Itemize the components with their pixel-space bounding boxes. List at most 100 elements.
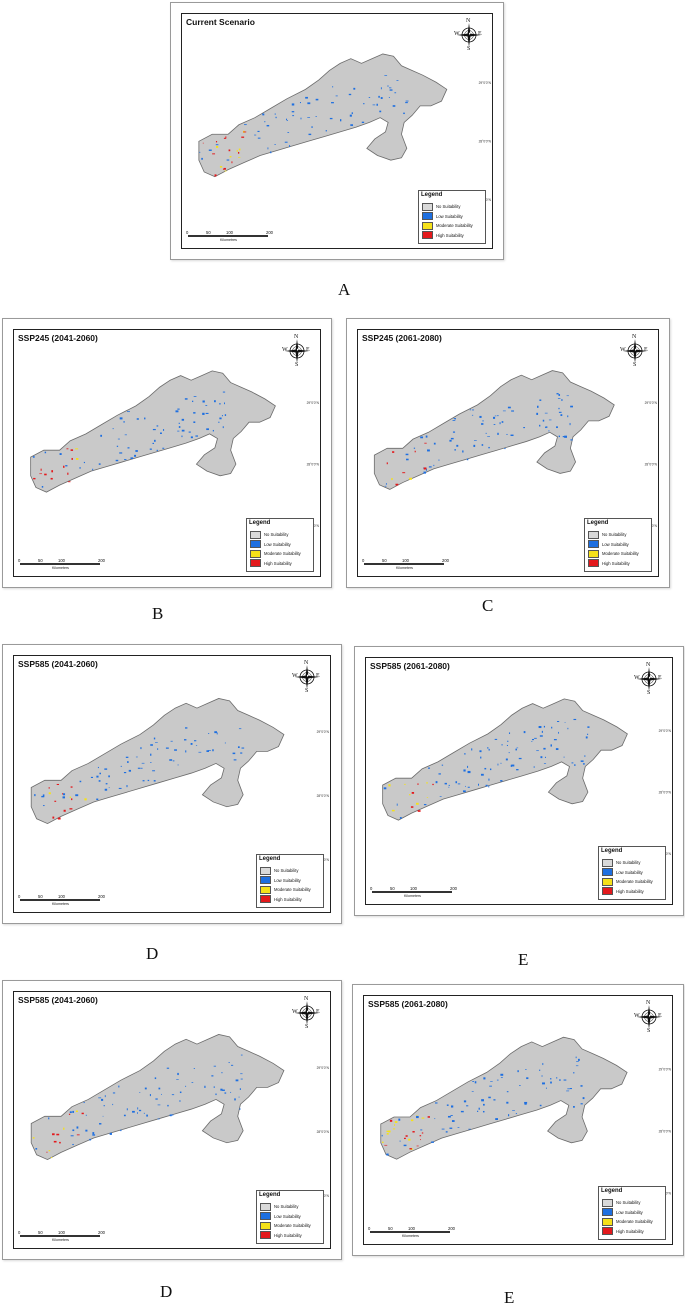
scale-tick: 50 xyxy=(382,558,387,563)
suitability-patch xyxy=(130,457,134,459)
legend-item: High Suitability xyxy=(602,887,644,895)
suitability-patch xyxy=(240,1054,243,1056)
state-boundary xyxy=(382,698,628,821)
suitability-patch xyxy=(466,458,469,461)
scale-unit: Kilometers xyxy=(52,566,69,570)
suitability-patch xyxy=(485,432,487,434)
suitability-patch xyxy=(274,113,276,115)
legend-item: High Suitability xyxy=(422,231,464,239)
suitability-patch xyxy=(171,1094,175,1096)
state-boundary xyxy=(380,1036,628,1160)
suitability-patch xyxy=(123,1114,126,1117)
map-frame: SSP245 (2061-2080) 92°0'0"E92°0'0"E93°0'… xyxy=(357,329,659,577)
suitability-patch xyxy=(570,405,573,408)
suitability-patch xyxy=(453,418,456,419)
suitability-patch xyxy=(484,767,487,770)
suitability-patch xyxy=(39,473,43,475)
suitability-patch xyxy=(380,87,382,90)
state-boundary xyxy=(373,370,615,490)
scale-line xyxy=(364,563,444,565)
scale-unit: Kilometers xyxy=(404,894,421,898)
suitability-patch xyxy=(573,718,577,721)
suitability-patch xyxy=(274,144,276,145)
suitability-patch xyxy=(452,431,456,433)
suitability-patch xyxy=(84,798,87,801)
legend: Legend No Suitability Low Suitability Mo… xyxy=(598,1186,666,1240)
suitability-patch xyxy=(136,418,139,420)
latitude-label: 28°0'0"N xyxy=(317,794,330,798)
panel-title: Current Scenario xyxy=(186,17,255,27)
suitability-patch xyxy=(388,784,391,787)
legend-label: Low Suitability xyxy=(274,877,301,883)
suitability-patch xyxy=(439,796,442,797)
suitability-patch xyxy=(404,783,406,785)
suitability-patch xyxy=(553,739,557,741)
suitability-patch xyxy=(427,767,430,769)
scale-tick: 100 xyxy=(226,230,233,235)
suitability-patch xyxy=(502,410,506,412)
suitability-patch xyxy=(385,483,387,485)
scale-line xyxy=(20,1235,100,1237)
suitability-patch xyxy=(156,425,159,427)
suitability-patch xyxy=(206,750,210,752)
suitability-patch xyxy=(284,141,288,143)
suitability-patch xyxy=(108,787,110,789)
suitability-patch xyxy=(237,746,240,749)
suitability-patch xyxy=(184,727,188,729)
suitability-patch xyxy=(488,446,490,449)
suitability-patch xyxy=(421,1117,425,1119)
suitability-patch xyxy=(506,1101,509,1104)
suitability-patch xyxy=(71,457,73,460)
state-outline-group xyxy=(373,370,615,490)
latitude-label: 29°0'0"N xyxy=(659,729,672,733)
suitability-patch xyxy=(386,1133,389,1135)
suitability-patch xyxy=(112,428,114,430)
suitability-patch xyxy=(488,748,490,751)
scale-tick: 200 xyxy=(98,558,105,563)
suitability-patch xyxy=(218,421,220,423)
compass-rose-icon xyxy=(295,665,319,689)
legend-item: No Suitability xyxy=(260,1202,298,1211)
compass-w: W xyxy=(620,347,626,353)
suitability-patch xyxy=(545,426,548,428)
suitability-patch xyxy=(450,437,454,440)
suitability-patch xyxy=(582,1097,585,1100)
legend-label: Low Suitability xyxy=(616,869,643,875)
suitability-patch xyxy=(467,765,469,768)
legend-swatch xyxy=(260,1212,271,1220)
scale-tick: 0 xyxy=(18,894,21,899)
suitability-patch xyxy=(388,1130,391,1133)
suitability-patch xyxy=(422,467,424,469)
compass-e: E xyxy=(316,673,320,679)
legend-swatch xyxy=(260,885,271,894)
legend: Legend No Suitability Low Suitability Mo… xyxy=(584,518,652,572)
suitability-patch xyxy=(536,412,539,415)
suitability-patch xyxy=(457,1127,460,1128)
suitability-patch xyxy=(389,1119,393,1122)
suitability-patch xyxy=(408,1138,411,1141)
suitability-patch xyxy=(150,753,152,756)
suitability-patch xyxy=(292,115,295,117)
suitability-patch xyxy=(162,447,165,449)
suitability-patch xyxy=(307,102,311,105)
compass-w: W xyxy=(454,31,460,37)
suitability-patch xyxy=(219,417,222,420)
suitability-patch xyxy=(561,399,563,401)
suitability-patch xyxy=(580,760,584,762)
suitability-patch xyxy=(539,424,541,427)
legend-item: Moderate Suitability xyxy=(588,549,639,558)
suitability-patch xyxy=(50,477,53,480)
scale-line xyxy=(188,235,268,237)
suitability-patch xyxy=(391,809,395,812)
suitability-patch xyxy=(195,435,199,437)
suitability-patch xyxy=(305,96,308,99)
suitability-patch xyxy=(500,1077,503,1079)
suitability-patch xyxy=(431,1141,434,1143)
legend-title: Legend xyxy=(259,856,281,862)
suitability-patch xyxy=(241,747,245,749)
suitability-patch xyxy=(417,783,419,785)
suitability-patch xyxy=(157,1118,160,1120)
suitability-patch xyxy=(75,448,79,450)
latitude-label: 28°0'0"N xyxy=(645,462,658,466)
suitability-patch xyxy=(178,422,180,424)
